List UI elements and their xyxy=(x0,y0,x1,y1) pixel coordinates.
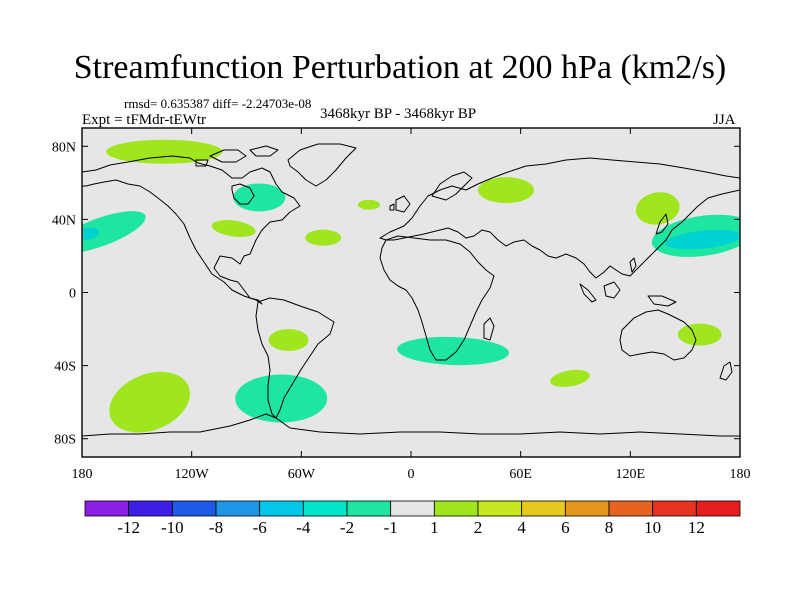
coast-borneo xyxy=(603,281,621,299)
coast-australia xyxy=(619,309,697,361)
colorbar-label: -8 xyxy=(209,518,223,537)
colorbar-swatch xyxy=(477,500,523,517)
lat-label: 80N xyxy=(52,140,76,155)
anomaly-europe-west xyxy=(357,199,380,210)
anomaly-north-atlantic xyxy=(305,229,342,246)
colorbar-label: 12 xyxy=(688,518,705,537)
colorbar-swatch xyxy=(302,500,348,517)
coast-arctic-islands xyxy=(195,145,279,167)
lon-label: 180 xyxy=(72,467,93,482)
lon-label: 180 xyxy=(730,467,751,482)
colorbar-swatch xyxy=(695,500,741,517)
anomaly-us-east xyxy=(211,220,256,238)
anomaly-east-australia xyxy=(677,323,722,346)
lon-label: 60E xyxy=(509,467,532,482)
colorbar-label: 6 xyxy=(561,518,570,537)
colorbar-label: -2 xyxy=(340,518,354,537)
colorbar-label: -6 xyxy=(253,518,267,537)
colorbar-label: 1 xyxy=(430,518,439,537)
anomaly-north-pacific-east-core xyxy=(82,227,100,241)
lon-label: 120E xyxy=(616,467,646,482)
colorbar-label: -10 xyxy=(161,518,184,537)
colorbar-swatch xyxy=(608,500,654,517)
colorbar-label: -4 xyxy=(296,518,311,537)
anomaly-south-pacific xyxy=(109,371,190,433)
latitude-labels: 80N 40N 0 40S 80S xyxy=(52,140,76,447)
coast-new-guinea xyxy=(647,295,677,307)
season-label: JJA xyxy=(713,112,736,128)
colorbar-swatch xyxy=(652,500,697,517)
coastlines xyxy=(82,143,740,437)
colorbar-label: 10 xyxy=(644,518,661,537)
colorbar-swatch xyxy=(521,500,566,517)
anomaly-west-pacific-core xyxy=(665,229,740,250)
colorbar-swatch xyxy=(390,500,435,517)
colorbar-label: -1 xyxy=(384,518,398,537)
coast-greenland xyxy=(287,143,357,187)
anomaly-russia-west xyxy=(478,177,535,204)
longitude-labels: 180 120W 60W 0 60E 120E 180 xyxy=(72,467,751,482)
coast-new-zealand xyxy=(719,361,733,381)
coast-africa xyxy=(379,235,495,361)
anomaly-south-africa xyxy=(397,336,510,366)
colorbar-swatch xyxy=(259,500,304,517)
colorbar-label: 4 xyxy=(517,518,526,537)
colorbar-swatch xyxy=(433,500,479,517)
colorbar-swatch xyxy=(215,500,261,517)
chart-title: Streamfunction Perturbation at 200 hPa (… xyxy=(73,49,727,86)
lat-label: 40N xyxy=(52,213,76,228)
axis-ticks xyxy=(81,128,741,457)
colorbar-swatch xyxy=(128,500,173,517)
anomaly-east-asia xyxy=(635,192,680,225)
anomaly-hudson-bay xyxy=(233,183,286,212)
coast-north-america xyxy=(82,155,301,305)
period-label: 3468kyr BP - 3468kyr BP xyxy=(320,106,477,122)
anomaly-layer xyxy=(82,139,740,433)
coast-madagascar xyxy=(483,317,495,341)
anomaly-south-indian xyxy=(550,369,590,388)
lat-label: 80S xyxy=(54,433,76,448)
colorbar-swatch xyxy=(564,500,610,517)
colorbar-swatch xyxy=(346,500,392,517)
colorbar-label: 8 xyxy=(605,518,614,537)
colorbar: -12 -10 -8 -6 -4 -2 -1 1 2 4 6 8 10 12 xyxy=(84,500,741,537)
lon-label: 0 xyxy=(408,467,415,482)
anomaly-north-atlantic-arctic xyxy=(106,139,223,164)
lon-label: 60W xyxy=(288,467,316,482)
coast-british-isles xyxy=(389,195,411,213)
anomaly-drake-passage xyxy=(235,374,328,423)
colorbar-label: -12 xyxy=(117,518,140,537)
lat-label: 40S xyxy=(54,360,76,375)
coast-philippines xyxy=(629,257,637,273)
colorbar-swatch xyxy=(84,500,130,517)
colorbar-swatch xyxy=(171,500,217,517)
ocean-background xyxy=(82,128,740,457)
coast-eurasia xyxy=(379,157,740,279)
coast-hudson-bay xyxy=(231,183,255,205)
coast-antarctica xyxy=(82,413,740,437)
coast-sumatra xyxy=(579,283,597,303)
anomaly-north-pacific-east xyxy=(82,211,146,254)
coast-japan xyxy=(655,213,669,235)
rmsd-stats: rmsd= 0.635387 diff= -2.24703e-08 xyxy=(124,96,312,111)
experiment-label: Expt = tFMdr-tEWtr xyxy=(82,112,206,128)
colorbar-label: 2 xyxy=(474,518,483,537)
coast-scandinavia xyxy=(431,171,473,201)
lat-label: 0 xyxy=(69,287,76,302)
anomaly-south-america-central xyxy=(268,329,309,352)
lon-label: 120W xyxy=(175,467,210,482)
coast-south-america xyxy=(255,297,335,419)
